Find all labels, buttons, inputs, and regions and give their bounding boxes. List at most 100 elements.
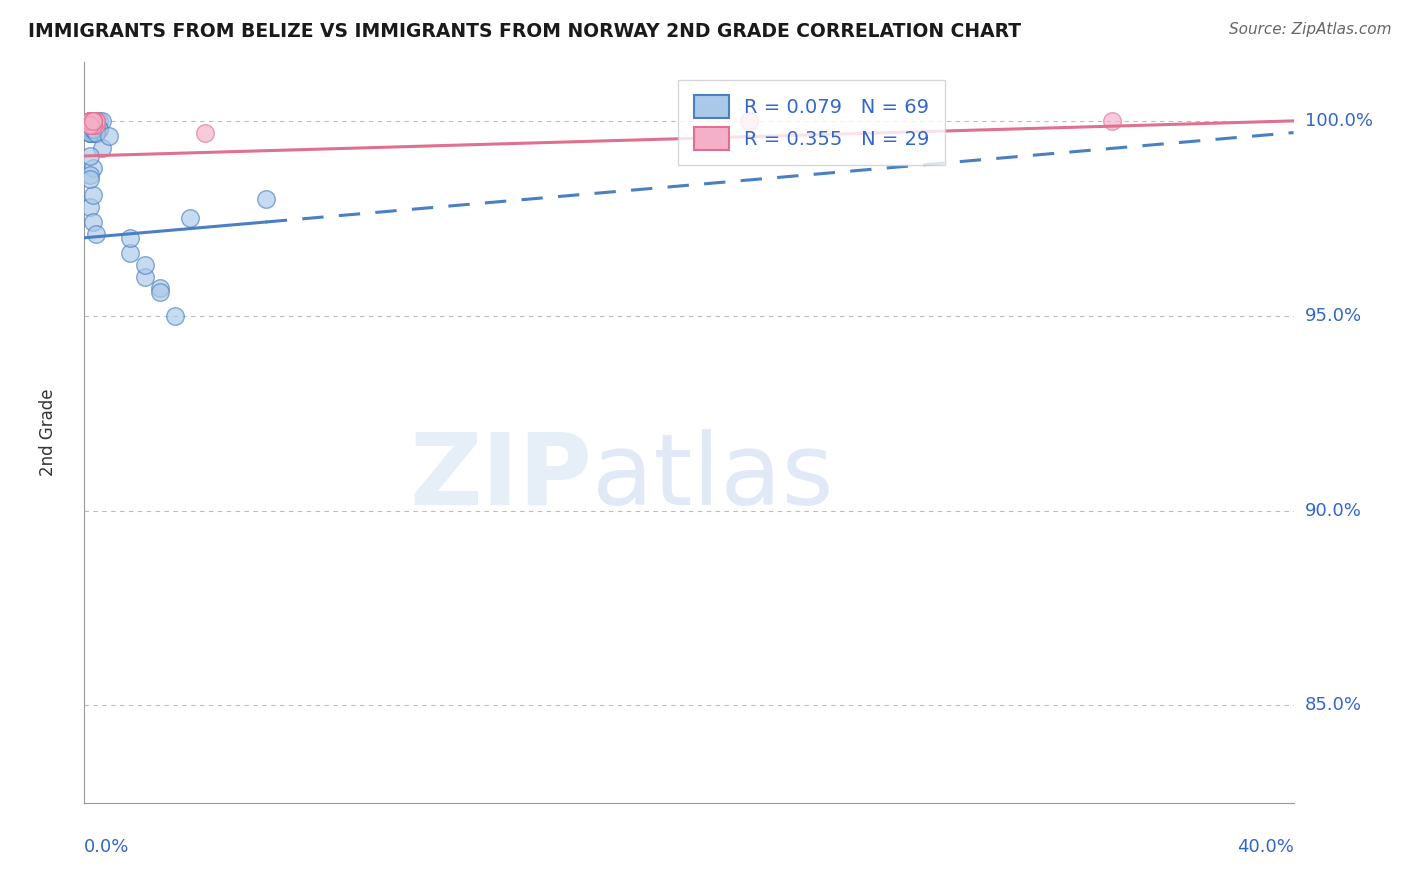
Point xyxy=(79,114,101,128)
Point xyxy=(82,161,104,175)
Point xyxy=(79,118,101,132)
Point xyxy=(79,118,101,132)
Legend: R = 0.079   N = 69, R = 0.355   N = 29: R = 0.079 N = 69, R = 0.355 N = 29 xyxy=(678,79,945,165)
Point xyxy=(82,118,104,132)
Point xyxy=(179,211,201,226)
Point xyxy=(79,118,101,132)
Point xyxy=(82,215,104,229)
Point xyxy=(82,114,104,128)
Point xyxy=(82,118,104,132)
Point xyxy=(79,114,101,128)
Point xyxy=(86,121,108,136)
Point xyxy=(79,121,101,136)
Text: 40.0%: 40.0% xyxy=(1237,838,1294,855)
Text: 95.0%: 95.0% xyxy=(1305,307,1362,325)
Point xyxy=(82,121,104,136)
Point xyxy=(79,118,101,132)
Point xyxy=(82,114,104,128)
Point xyxy=(79,118,101,132)
Text: 2nd Grade: 2nd Grade xyxy=(39,389,58,476)
Point xyxy=(82,118,104,132)
Point xyxy=(86,126,108,140)
Point xyxy=(79,121,101,136)
Point xyxy=(82,121,104,136)
Point xyxy=(1101,114,1123,128)
Point xyxy=(86,126,108,140)
Point xyxy=(79,114,101,128)
Point xyxy=(79,126,101,140)
Point xyxy=(82,121,104,136)
Point xyxy=(86,121,108,136)
Point xyxy=(89,114,111,128)
Point xyxy=(79,126,101,140)
Point xyxy=(82,114,104,128)
Point xyxy=(91,141,114,155)
Point xyxy=(79,118,101,132)
Point xyxy=(82,188,104,202)
Point xyxy=(86,227,108,241)
Text: 85.0%: 85.0% xyxy=(1305,697,1361,714)
Point xyxy=(79,114,101,128)
Point xyxy=(738,114,761,128)
Point xyxy=(149,285,172,300)
Text: 0.0%: 0.0% xyxy=(84,838,129,855)
Point xyxy=(82,118,104,132)
Text: Source: ZipAtlas.com: Source: ZipAtlas.com xyxy=(1229,22,1392,37)
Point xyxy=(82,121,104,136)
Point xyxy=(165,309,187,323)
Point xyxy=(79,114,101,128)
Point xyxy=(79,126,101,140)
Point xyxy=(79,121,101,136)
Point xyxy=(134,258,156,272)
Point xyxy=(82,114,104,128)
Point xyxy=(86,126,108,140)
Point xyxy=(82,114,104,128)
Point xyxy=(79,121,101,136)
Point xyxy=(82,121,104,136)
Point xyxy=(97,129,120,144)
Point xyxy=(82,114,104,128)
Point xyxy=(86,126,108,140)
Point xyxy=(79,118,101,132)
Point xyxy=(86,114,108,128)
Point xyxy=(79,121,101,136)
Point xyxy=(82,126,104,140)
Point xyxy=(86,121,108,136)
Point xyxy=(82,121,104,136)
Point xyxy=(79,118,101,132)
Point xyxy=(194,126,217,140)
Point xyxy=(86,114,108,128)
Point xyxy=(79,118,101,132)
Point xyxy=(86,118,108,132)
Point xyxy=(149,281,172,295)
Point xyxy=(86,126,108,140)
Point xyxy=(86,126,108,140)
Point xyxy=(82,114,104,128)
Point xyxy=(79,118,101,132)
Point xyxy=(79,118,101,132)
Text: 100.0%: 100.0% xyxy=(1305,112,1372,130)
Point xyxy=(82,118,104,132)
Point xyxy=(82,121,104,136)
Point xyxy=(82,121,104,136)
Point xyxy=(86,126,108,140)
Point xyxy=(79,118,101,132)
Point xyxy=(82,114,104,128)
Point xyxy=(82,118,104,132)
Point xyxy=(118,246,141,260)
Point xyxy=(79,169,101,183)
Point xyxy=(134,269,156,284)
Text: 90.0%: 90.0% xyxy=(1305,501,1361,519)
Point xyxy=(79,118,101,132)
Point xyxy=(79,114,101,128)
Point xyxy=(82,126,104,140)
Point xyxy=(79,114,101,128)
Point xyxy=(254,192,277,206)
Text: IMMIGRANTS FROM BELIZE VS IMMIGRANTS FROM NORWAY 2ND GRADE CORRELATION CHART: IMMIGRANTS FROM BELIZE VS IMMIGRANTS FRO… xyxy=(28,22,1021,41)
Point xyxy=(79,121,101,136)
Point xyxy=(82,118,104,132)
Point xyxy=(82,118,104,132)
Point xyxy=(89,121,111,136)
Point xyxy=(89,121,111,136)
Point xyxy=(82,118,104,132)
